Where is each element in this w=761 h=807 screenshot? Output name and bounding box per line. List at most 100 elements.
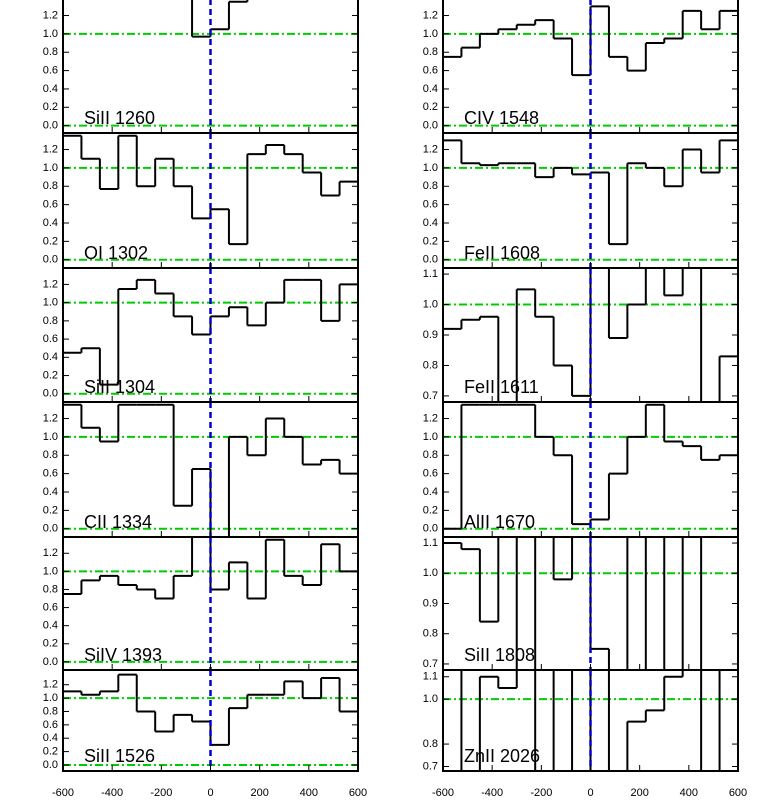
- panel-label: ZnII 2026: [464, 746, 540, 766]
- panel-label: FeII 1611: [464, 377, 539, 397]
- panel-label: SiIV 1393: [84, 645, 162, 665]
- panel-label: FeII 1608: [464, 243, 540, 263]
- y-tick-label: 0.7: [423, 760, 438, 772]
- y-tick-label: 1.2: [43, 9, 58, 21]
- x-tick-label: 200: [630, 787, 648, 799]
- y-tick-label: 0.6: [43, 64, 58, 76]
- y-tick-label: 0.8: [423, 180, 438, 192]
- x-tick-label: -600: [52, 787, 74, 799]
- y-tick-label: 1.2: [43, 143, 58, 155]
- y-tick-label: 1.0: [423, 431, 438, 443]
- y-tick-label: 0.0: [43, 759, 58, 771]
- plot-area: [443, 0, 738, 133]
- y-tick-label: 0.2: [43, 746, 58, 758]
- y-tick-label: 1.2: [423, 143, 438, 155]
- y-tick-label: 0.0: [423, 523, 438, 535]
- y-tick-label: 0.4: [423, 486, 438, 498]
- y-tick-label: 0.9: [423, 597, 438, 609]
- y-tick-label: 1.0: [43, 28, 58, 40]
- x-tick-label: 200: [250, 787, 268, 799]
- y-tick-label: 1.0: [423, 567, 438, 579]
- x-tick-label: 600: [349, 787, 367, 799]
- y-tick-label: 1.0: [43, 565, 58, 577]
- y-tick-label: 1.2: [43, 679, 58, 691]
- panel-label: SiII 1304: [84, 377, 155, 397]
- y-tick-label: 1.0: [423, 162, 438, 174]
- y-tick-label: 0.0: [43, 254, 58, 266]
- y-tick-label: 0.2: [43, 235, 58, 247]
- x-tick-label: 400: [300, 787, 318, 799]
- y-tick-label: 0.8: [423, 46, 438, 58]
- panel: 0.7 0.8 1.0 1.1 -600 -400 -200 0 200 400 600 ZnII 2…: [423, 669, 747, 799]
- y-tick-label: 1.2: [423, 412, 438, 424]
- x-tick-label: -200: [530, 787, 552, 799]
- y-tick-label: 0.6: [43, 601, 58, 613]
- y-tick-label: 0.0: [43, 120, 58, 132]
- y-tick-label: 0.9: [423, 329, 438, 341]
- panel-label: OI 1302: [84, 243, 148, 263]
- y-tick-label: 0.7: [423, 658, 438, 670]
- y-tick-label: 0.4: [43, 620, 58, 632]
- y-tick-label: 0.8: [423, 738, 438, 750]
- y-tick-label: 0.2: [43, 369, 58, 381]
- y-tick-label: 0.2: [423, 235, 438, 247]
- plot-area: [63, 133, 358, 268]
- y-tick-label: 0.4: [43, 83, 58, 95]
- y-tick-label: 0.4: [423, 217, 438, 229]
- y-tick-label: 0.2: [423, 504, 438, 516]
- y-tick-label: 0.8: [43, 180, 58, 192]
- panel: 0.0 0.2 0.4 0.6 0.8 1.0 1.2 SiII 1304: [43, 267, 359, 403]
- y-tick-label: 0.0: [43, 523, 58, 535]
- y-tick-label: 0.8: [43, 705, 58, 717]
- plot-area: [63, 268, 358, 402]
- y-tick-label: 1.0: [43, 431, 58, 443]
- y-tick-label: 1.0: [423, 28, 438, 40]
- y-tick-label: 0.0: [43, 388, 58, 400]
- x-tick-label: -400: [481, 787, 503, 799]
- panel-label: AlII 1670: [464, 512, 535, 532]
- y-tick-label: 0.7: [423, 390, 438, 402]
- y-tick-label: 0.8: [43, 583, 58, 595]
- panel: 0.0 0.2 0.4 0.6 0.8 1.0 1.2 SiIV 1393: [43, 536, 359, 671]
- panel: 0.0 0.2 0.4 0.6 0.8 1.0 1.2 AlII 1670: [423, 401, 739, 538]
- y-tick-label: 1.2: [43, 412, 58, 424]
- y-tick-label: 0.4: [43, 486, 58, 498]
- y-tick-label: 0.4: [43, 217, 58, 229]
- y-tick-label: 1.2: [43, 278, 58, 290]
- y-tick-label: 0.0: [43, 656, 58, 668]
- y-tick-label: 1.1: [423, 268, 438, 280]
- y-tick-label: 0.8: [43, 315, 58, 327]
- y-tick-label: 1.1: [423, 537, 438, 549]
- x-tick-label: -400: [101, 787, 123, 799]
- y-tick-label: 1.0: [423, 693, 438, 705]
- x-tick-label: -600: [432, 787, 454, 799]
- plot-area: [63, 537, 358, 670]
- x-tick-label: 400: [680, 787, 698, 799]
- y-tick-label: 0.0: [423, 120, 438, 132]
- y-tick-label: 0.8: [423, 628, 438, 640]
- y-tick-label: 1.1: [423, 671, 438, 683]
- panel-label: CIV 1548: [464, 108, 539, 128]
- plot-area: [443, 402, 738, 537]
- y-tick-label: 0.2: [43, 504, 58, 516]
- x-tick-label: -200: [150, 787, 172, 799]
- x-tick-label: 0: [587, 787, 593, 799]
- y-tick-label: 1.2: [43, 547, 58, 559]
- y-tick-label: 0.6: [423, 468, 438, 480]
- y-tick-label: 0.6: [43, 468, 58, 480]
- panel: 0.00.2 0.40.6 0.81.01.2 -600 -400 -200 0 200 400…: [43, 669, 367, 799]
- plot-area: [63, 0, 358, 133]
- x-tick-label: 600: [729, 787, 747, 799]
- panel-label: SiII 1526: [84, 746, 155, 766]
- y-tick-label: 0.6: [423, 64, 438, 76]
- panel-frame: [442, 669, 739, 772]
- y-tick-label: 0.8: [423, 449, 438, 461]
- plot-area: [443, 268, 738, 402]
- y-tick-label: 0.2: [43, 101, 58, 113]
- y-tick-label: 0.4: [43, 732, 58, 744]
- y-tick-label: 1.0: [43, 297, 58, 309]
- plot-area: [443, 133, 738, 268]
- y-tick-label: 0.8: [43, 449, 58, 461]
